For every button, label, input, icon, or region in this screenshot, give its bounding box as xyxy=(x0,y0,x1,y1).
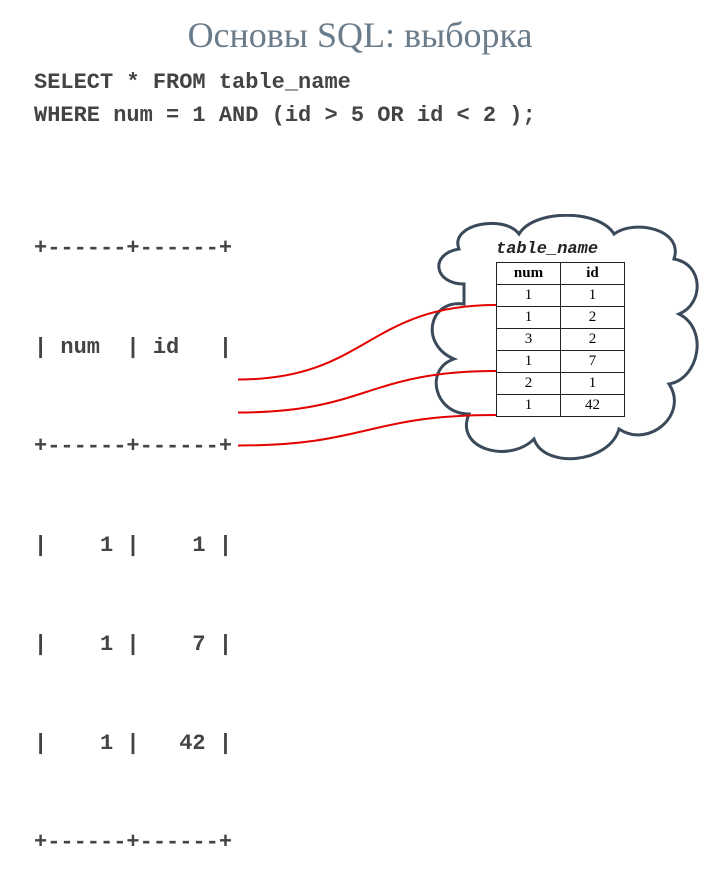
source-table: num id 1 1 1 2 3 2 1 7 2 1 xyxy=(496,262,625,417)
ascii-data-row: | 1 | 7 | xyxy=(34,628,720,661)
source-cell: 1 xyxy=(561,285,625,307)
source-cell: 1 xyxy=(497,307,561,329)
source-table-label: table_name xyxy=(496,240,598,259)
source-data-row: 3 2 xyxy=(497,329,625,351)
source-cell: 2 xyxy=(561,329,625,351)
source-data-row: 1 1 xyxy=(497,285,625,307)
ascii-data-row: | 1 | 42 | xyxy=(34,727,720,760)
source-cell: 2 xyxy=(497,373,561,395)
slide-title: Основы SQL: выборка xyxy=(0,14,720,56)
ascii-sep-bot: +------+------+ xyxy=(34,826,720,859)
source-table-header-row: num id xyxy=(497,263,625,285)
sql-query: SELECT * FROM table_name WHERE num = 1 A… xyxy=(34,66,686,132)
sql-line-2: WHERE num = 1 AND (id > 5 OR id < 2 ); xyxy=(34,99,686,132)
source-data-row: 1 42 xyxy=(497,395,625,417)
source-cell: 3 xyxy=(497,329,561,351)
source-cell: 7 xyxy=(561,351,625,373)
source-data-row: 2 1 xyxy=(497,373,625,395)
source-cell: 1 xyxy=(497,351,561,373)
source-table-cloud: table_name num id 1 1 1 2 3 2 1 7 xyxy=(434,224,694,464)
source-cell: 1 xyxy=(497,395,561,417)
source-data-row: 1 7 xyxy=(497,351,625,373)
source-col-header: id xyxy=(561,263,625,285)
source-cell: 1 xyxy=(561,373,625,395)
source-cell: 42 xyxy=(561,395,625,417)
source-cell: 2 xyxy=(561,307,625,329)
sql-line-1: SELECT * FROM table_name xyxy=(34,66,686,99)
source-cell: 1 xyxy=(497,285,561,307)
source-col-header: num xyxy=(497,263,561,285)
source-data-row: 1 2 xyxy=(497,307,625,329)
ascii-data-row: | 1 | 1 | xyxy=(34,529,720,562)
